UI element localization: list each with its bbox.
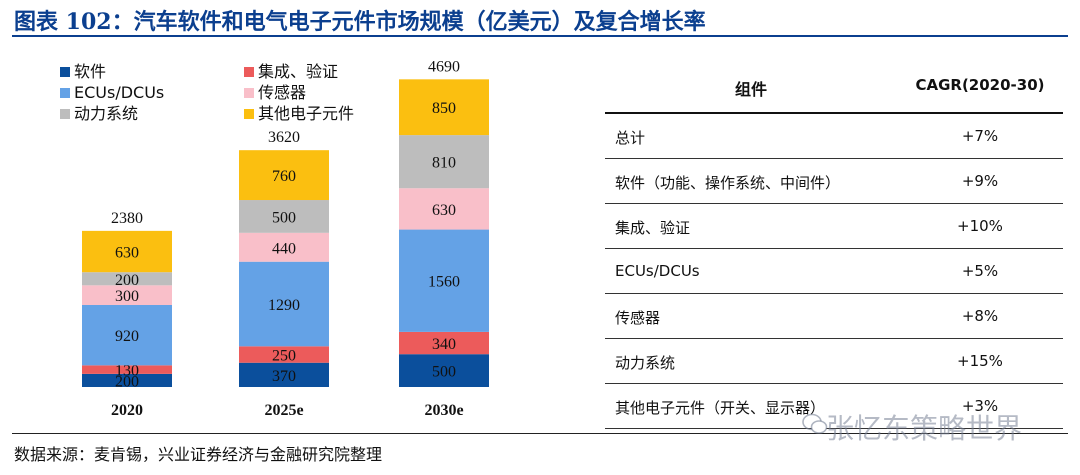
table-row: 软件（功能、操作系统、中间件） +9% [605, 159, 1063, 204]
x-axis-labels: 2020 2025e 2030e [111, 402, 464, 419]
data-label: 500 [432, 364, 456, 381]
data-label: 920 [115, 328, 139, 345]
table-row: ECUs/DCUs +5% [605, 249, 1063, 294]
table-row: 集成、验证 +10% [605, 204, 1063, 249]
table-cell-component: 软件（功能、操作系统、中间件） [615, 174, 841, 192]
data-label: 1560 [428, 274, 460, 291]
table-cell-component: 总计 [615, 129, 646, 147]
bar-segment [82, 230, 172, 273]
table-cell-cagr: +9% [961, 172, 999, 190]
bar-segment [399, 354, 489, 387]
bar-segment [82, 365, 172, 374]
table-cell-cagr: +8% [961, 307, 999, 325]
x-tick-label: 2025e [264, 402, 303, 419]
table-header-component: 组件 [734, 80, 767, 99]
data-label: 1290 [268, 297, 300, 314]
table-cell-component: 动力系统 [615, 354, 676, 372]
data-label: 500 [272, 209, 296, 226]
legend-swatch [244, 67, 254, 77]
watermark: 张忆东策略世界 [826, 412, 1023, 445]
legend-label: 动力系统 [74, 104, 138, 123]
data-label: 370 [272, 368, 296, 385]
table-row: 总计 +7% [605, 114, 1063, 159]
table-row: 传感器 +8% [605, 294, 1063, 339]
total-label: 2380 [111, 210, 143, 227]
wechat-icon [802, 413, 828, 434]
bar-segment [399, 188, 489, 230]
data-label: 760 [272, 168, 296, 185]
data-label: 200 [115, 373, 139, 390]
source-note: 数据来源：麦肯锡，兴业证券经济与金融研究院整理 [14, 445, 383, 464]
x-tick-label: 2030e [424, 402, 463, 419]
data-label: 440 [272, 240, 296, 257]
data-label: 300 [115, 288, 139, 305]
bar-segment [82, 285, 172, 305]
table-header-cagr: CAGR(2020-30) [915, 76, 1045, 94]
cagr-table: 组件 CAGR(2020-30) 总计 +7% 软件（功能、操作系统、中间件） +9%… [605, 62, 1063, 429]
bar-segment [239, 261, 329, 347]
legend-label: 软件 [74, 62, 106, 81]
bar-segment [82, 305, 172, 366]
footer-divider [12, 433, 1068, 434]
data-label: 850 [432, 100, 456, 117]
x-tick-label: 2020 [111, 402, 143, 419]
legend-swatch [60, 109, 70, 119]
bar-segment [82, 272, 172, 286]
data-label: 810 [432, 155, 456, 172]
table-row: 动力系统 +15% [605, 339, 1063, 384]
legend-swatch [60, 88, 70, 98]
bar-segment [239, 232, 329, 262]
bar-segment [399, 229, 489, 332]
bar-segment [239, 346, 329, 363]
table-row: 其他电子元件（开关、显示器） +3% [605, 384, 1063, 429]
figure-title: 图表 102：汽车软件和电气电子元件市场规模（亿美元）及复合增长率 [14, 9, 706, 35]
table-cell-cagr: +3% [961, 397, 999, 415]
data-label: 630 [115, 245, 139, 262]
chart-bars: 2001309203002006302380370250129044050076… [82, 58, 489, 390]
legend-label: 传感器 [258, 83, 306, 102]
legend-swatch [60, 67, 70, 77]
table-cell-component: 传感器 [615, 309, 661, 327]
data-label: 630 [432, 202, 456, 219]
total-label: 3620 [268, 129, 300, 146]
total-label: 4690 [428, 58, 460, 75]
bar-segment [399, 79, 489, 136]
title-divider [12, 35, 1068, 37]
bar-segment [82, 373, 172, 387]
bar-segment [399, 135, 489, 189]
data-label: 340 [432, 336, 456, 353]
legend-swatch [244, 88, 254, 98]
legend-swatch [244, 109, 254, 119]
table-header-row: 组件 CAGR(2020-30) [605, 62, 1063, 114]
table-cell-cagr: +7% [961, 127, 999, 145]
data-label: 250 [272, 348, 296, 365]
bar-segment [239, 150, 329, 201]
data-label: 130 [115, 363, 139, 380]
table-cell-component: 集成、验证 [615, 219, 691, 237]
table-cell-cagr: +5% [961, 262, 999, 280]
legend-label: 集成、验证 [258, 62, 338, 81]
legend-label: 其他电子元件 [258, 104, 354, 123]
data-label: 200 [115, 272, 139, 289]
table-cell-component: ECUs/DCUs [615, 262, 700, 280]
table-cell-component: 其他电子元件（开关、显示器） [615, 399, 826, 417]
table-cell-cagr: +10% [957, 217, 1003, 235]
bar-segment [399, 331, 489, 355]
bar-segment [239, 200, 329, 233]
table-cell-cagr: +15% [957, 352, 1003, 370]
bar-segment [239, 362, 329, 387]
legend-label: ECUs/DCUs [74, 83, 164, 102]
